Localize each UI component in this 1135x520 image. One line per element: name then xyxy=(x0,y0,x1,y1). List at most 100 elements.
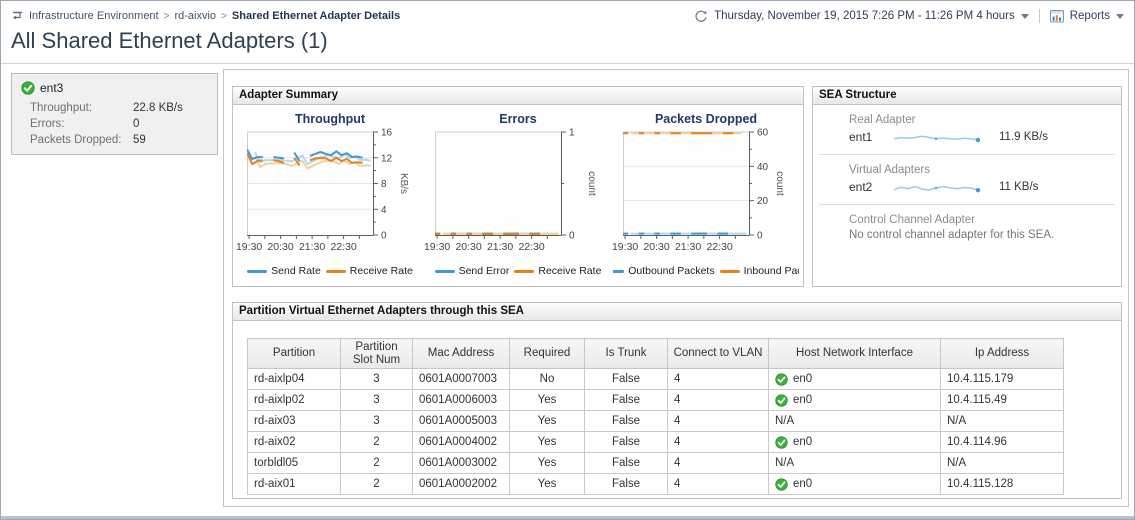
cell-ip-address: 10.4.115.49 xyxy=(940,389,1064,411)
cell-is-trunk: False xyxy=(584,473,668,495)
topology-icon xyxy=(11,10,24,23)
tile-value: 59 xyxy=(133,134,146,146)
column-header-ip-address: Ip Address xyxy=(940,338,1064,369)
tile-value: 22.8 KB/s xyxy=(133,102,183,114)
adapter-tile-header: ent3 xyxy=(21,81,208,95)
chart-legend: Send Rate Receive Rate xyxy=(237,265,423,277)
chart-title: Packets Dropped xyxy=(654,112,758,126)
cell-required: Yes xyxy=(509,389,585,411)
breadcrumb-item-rd-aixvio[interactable]: rd-aixvio xyxy=(174,10,217,22)
y-tick-label: 1 xyxy=(569,128,575,139)
table-row-rd-aix02[interactable]: rd-aix02 2 0601A0004002 Yes False 4 en0 10.4.11… xyxy=(247,431,1064,453)
status-ok-icon xyxy=(775,435,788,449)
cell-host-interface: N/A xyxy=(768,410,941,432)
sea-section-control-channel: Control Channel Adapter No control chann… xyxy=(819,205,1115,250)
status-ok-icon xyxy=(21,81,35,95)
series-line xyxy=(293,157,301,167)
x-tick-label: 21:30 xyxy=(487,241,513,253)
table-row-rd-aix01[interactable]: rd-aix01 2 0601A0002002 Yes False 4 en0 10.4.11… xyxy=(247,473,1064,495)
reports-caret-icon[interactable] xyxy=(1116,14,1124,19)
column-header-required: Required xyxy=(509,338,585,369)
column-header-partition: Partition xyxy=(247,338,341,369)
reports-button[interactable]: Reports xyxy=(1069,10,1110,22)
breadcrumb-item-infrastructure-environment[interactable]: Infrastructure Environment xyxy=(29,10,159,22)
tile-label: Throughput: xyxy=(30,102,93,114)
cell-host-interface: N/A xyxy=(768,452,941,474)
title-divider xyxy=(1,63,1134,64)
y-tick-label: 0 xyxy=(569,231,575,242)
host-interface-label: en0 xyxy=(793,373,813,385)
cell-is-trunk: False xyxy=(584,368,668,390)
timerange-caret-icon[interactable] xyxy=(1020,14,1029,19)
sparkline xyxy=(893,185,981,193)
series-line xyxy=(273,159,285,164)
host-interface-label: en0 xyxy=(793,478,813,490)
legend-item: Receive Rate xyxy=(325,265,413,277)
chart-title: Errors xyxy=(499,112,537,126)
cell-ip-address: N/A xyxy=(940,410,1064,432)
series-line xyxy=(273,156,284,160)
adapter-summary-panel-title: Adapter Summary xyxy=(233,87,803,105)
y-tick-label: 8 xyxy=(381,179,387,190)
breadcrumb-item-current: Shared Ethernet Adapter Details xyxy=(231,10,401,22)
legend-swatch xyxy=(325,269,346,273)
legend-item: Receive Rate xyxy=(514,265,601,277)
y-axis-label: KB/s xyxy=(398,173,409,194)
column-header-partition-slot-num: Partition Slot Num xyxy=(340,338,413,369)
x-tick-label: 22:30 xyxy=(330,241,356,253)
table-row-rd-aixlp04[interactable]: rd-aixlp04 3 0601A0007003 No False 4 en0 10.4.1… xyxy=(247,368,1064,390)
chart-throughput: Throughput 0 4 8 12 16 19:30 20:30 21:30 22:30 KB/… xyxy=(237,109,423,277)
cell-host-interface: en0 xyxy=(768,431,941,453)
reports-icon xyxy=(1049,9,1064,23)
timerange-label[interactable]: Thursday, November 19, 2015 7:26 PM - 11… xyxy=(714,10,1015,22)
table-row-rd-aix03[interactable]: rd-aix03 3 0601A0005003 Yes False 4 N/A N/A xyxy=(247,410,1064,432)
adapter-tile-ent3[interactable]: ent3 Throughput: 22.8 KB/s Errors: 0 Pac… xyxy=(11,73,218,155)
cell-slot-num: 3 xyxy=(340,389,413,411)
cell-ip-address: 10.4.115.179 xyxy=(940,368,1064,390)
series-line xyxy=(293,152,301,162)
legend-label: Receive Rate xyxy=(349,265,413,277)
status-ok-icon xyxy=(775,372,788,386)
y-tick-label: 60 xyxy=(757,128,769,139)
sparkline-ent2 xyxy=(891,179,983,195)
sea-structure-panel: SEA Structure Real Adapter ent1 11.9 KB/… xyxy=(812,86,1122,287)
table-row-torbldl05[interactable]: torbldl05 2 0601A0003002 Yes False 4 N/A N/A xyxy=(247,452,1064,474)
status-ok-icon xyxy=(775,393,788,407)
chart-title: Throughput xyxy=(294,112,366,126)
cell-slot-num: 2 xyxy=(340,473,413,495)
cell-required: Yes xyxy=(509,473,585,495)
legend-item: Outbound Packets xyxy=(613,265,715,277)
adapter-summary-panel: Adapter Summary Throughput 0 4 8 12 16 19:30 20… xyxy=(232,86,804,287)
cell-host-interface: en0 xyxy=(768,473,941,495)
sea-adapter-value: 11 KB/s xyxy=(999,181,1039,193)
cell-slot-num: 3 xyxy=(340,368,413,390)
sea-section-real-adapter: Real Adapter ent1 11.9 KB/s xyxy=(819,105,1115,155)
sea-adapter-name: ent1 xyxy=(849,130,873,144)
x-tick-label: 20:30 xyxy=(643,241,669,253)
x-tick-label: 21:30 xyxy=(675,241,701,253)
sea-section-label: Real Adapter xyxy=(849,114,916,126)
cell-required: Yes xyxy=(509,431,585,453)
cell-mac-address: 0601A0006003 xyxy=(412,389,510,411)
sparkline xyxy=(893,135,981,143)
breadcrumb-separator: > xyxy=(221,10,227,22)
legend-swatch xyxy=(719,269,740,273)
x-tick-label: 19:30 xyxy=(237,241,262,253)
legend-item: Inbound Pack xyxy=(719,265,799,277)
partition-table: Partition Partition Slot Num Mac Address… xyxy=(247,338,1064,495)
legend-label: Send Rate xyxy=(271,265,321,277)
cell-mac-address: 0601A0007003 xyxy=(412,368,510,390)
cell-mac-address: 0601A0002002 xyxy=(412,473,510,495)
table-row-rd-aixlp02[interactable]: rd-aixlp02 3 0601A0006003 Yes False 4 en0 10.4.… xyxy=(247,389,1064,411)
x-tick-label: 22:30 xyxy=(706,241,732,253)
x-tick-label: 20:30 xyxy=(455,241,481,253)
top-bar: Infrastructure Environment > rd-aixvio >… xyxy=(11,7,1124,25)
y-tick-label: 0 xyxy=(381,231,387,242)
legend-item: Send Error xyxy=(434,265,509,277)
cell-is-trunk: False xyxy=(584,452,668,474)
cell-vlan: 4 xyxy=(667,368,769,390)
chart-legend: Send Error Receive Rate xyxy=(425,265,611,277)
cell-slot-num: 2 xyxy=(340,431,413,453)
sea-adapter-name: ent2 xyxy=(849,180,873,194)
